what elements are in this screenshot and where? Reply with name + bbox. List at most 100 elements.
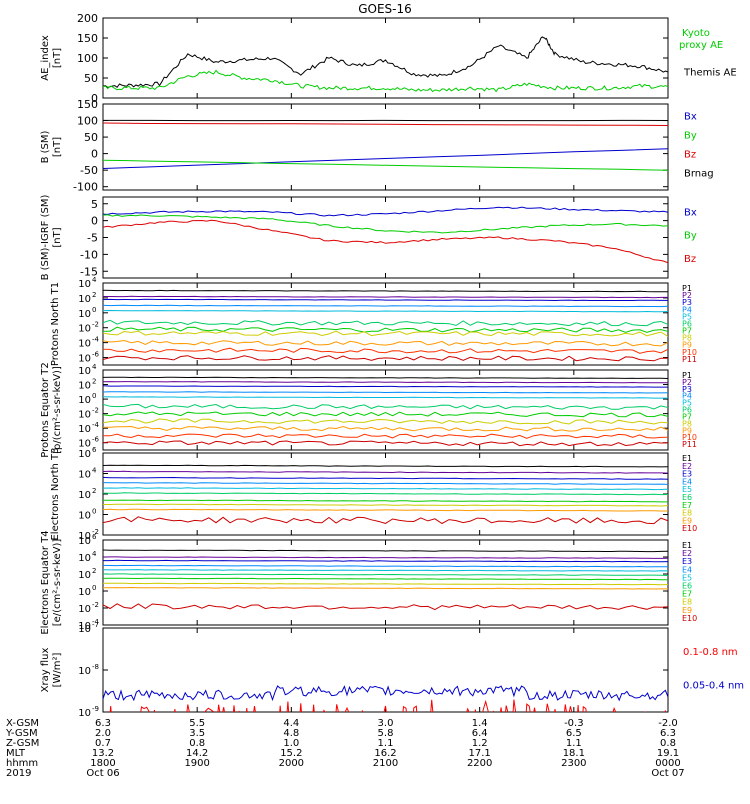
channel-line-e2 xyxy=(103,471,668,473)
y-tick-exponent: -4 xyxy=(92,421,100,429)
y-tick-label: 5 xyxy=(91,198,98,211)
channel-line-e8 xyxy=(103,504,668,506)
series-line-bz xyxy=(103,123,668,126)
panel-frame xyxy=(103,104,668,190)
y-tick-label: -50 xyxy=(80,164,98,177)
series-line-by xyxy=(103,215,668,233)
y-tick-exponent: 0 xyxy=(92,306,96,314)
y-axis-label: Electrons Equator T4 xyxy=(40,530,51,634)
y-tick-label: 10 xyxy=(78,381,91,392)
channel-line-e8 xyxy=(103,583,668,585)
y-tick-exponent: -7 xyxy=(92,621,99,629)
y-tick-exponent: -2 xyxy=(92,321,99,329)
y-axis-label: B (SM) xyxy=(40,130,51,163)
y-tick-label: 10 xyxy=(78,570,91,581)
y-tick-label: 50 xyxy=(84,131,98,144)
time-row-label: 2019 xyxy=(6,768,31,779)
y-tick-label: 200 xyxy=(77,12,98,25)
y-tick-exponent: -9 xyxy=(92,705,99,713)
y-axis-unit: [nT] xyxy=(52,227,63,247)
y-tick-label: 10 xyxy=(78,666,91,677)
y-tick-label: 10 xyxy=(78,395,91,406)
y-tick-label: 10 xyxy=(78,339,91,350)
y-tick-exponent: 0 xyxy=(92,508,96,516)
y-axis-label: B (SM)-IGRF (SM) xyxy=(40,195,51,281)
y-tick-label: 150 xyxy=(77,32,98,45)
y-tick-label: 10 xyxy=(78,366,91,377)
y-tick-exponent: 2 xyxy=(92,378,96,386)
channel-line-e10 xyxy=(103,604,668,610)
y-tick-label: 50 xyxy=(84,72,98,85)
channel-line-e3 xyxy=(103,560,668,562)
channel-line-e5 xyxy=(103,570,668,572)
series-line-bx xyxy=(103,207,668,216)
legend-entry: Bz xyxy=(684,254,696,265)
y-tick-label: 10 xyxy=(78,354,91,365)
time-row-value: 2100 xyxy=(373,758,398,769)
channel-line-e1 xyxy=(103,465,668,467)
channel-line-p3 xyxy=(103,299,668,300)
legend-entry: Kyoto xyxy=(682,28,710,39)
legend-entry: proxy AE xyxy=(679,40,723,51)
y-tick-label: 10 xyxy=(78,587,91,598)
y-tick-exponent: 2 xyxy=(92,487,96,495)
legend-entry: Bz xyxy=(684,150,696,161)
channel-line-p5 xyxy=(103,397,668,398)
y-tick-label: -100 xyxy=(73,181,98,194)
channel-line-e9 xyxy=(103,588,668,590)
y-tick-label: 0 xyxy=(91,215,98,228)
y-tick-label: 10 xyxy=(78,410,91,421)
channel-line-p8 xyxy=(103,331,668,336)
legend-entry: P11 xyxy=(682,355,697,364)
channel-line-p10 xyxy=(103,348,668,353)
y-tick-exponent: -4 xyxy=(92,336,100,344)
legend-entry: P11 xyxy=(682,440,697,449)
y-axis-label: AE_index xyxy=(40,35,51,81)
y-tick-label: 10 xyxy=(78,624,91,635)
y-tick-label: 0 xyxy=(91,148,98,161)
channel-line-e9 xyxy=(103,509,668,511)
y-tick-label: 10 xyxy=(78,279,91,290)
series-line-xray xyxy=(103,686,668,700)
panel-frame xyxy=(103,18,668,98)
channel-line-e4 xyxy=(103,565,668,567)
legend-entry: By xyxy=(684,130,697,141)
y-tick-exponent: -6 xyxy=(92,436,100,444)
y-tick-exponent: 4 xyxy=(92,363,97,371)
legend-entry: E10 xyxy=(682,614,697,623)
y-tick-label: 100 xyxy=(77,52,98,65)
legend-entry: 0.1-0.8 nm xyxy=(683,647,738,658)
panel-electrons_t4: Electrons Equator T4[e/(cm²-s-sr-keV)]10… xyxy=(40,530,697,634)
channel-line-e6 xyxy=(103,574,668,576)
channel-line-p3 xyxy=(103,386,668,387)
channel-line-p7 xyxy=(103,327,668,332)
channel-line-p4 xyxy=(103,305,668,306)
y-axis-label: Xray flux xyxy=(40,648,51,693)
y-axis-unit: [nT] xyxy=(52,48,63,68)
y-tick-exponent: 4 xyxy=(92,276,97,284)
y-tick-label: 10 xyxy=(78,553,91,564)
series-line-kyoto-proxy-ae xyxy=(103,70,668,91)
channel-line-p6 xyxy=(103,320,668,325)
time-row-value: 1900 xyxy=(184,758,209,769)
channel-line-p5 xyxy=(103,311,668,312)
panel-frame xyxy=(103,628,668,712)
channel-line-p2 xyxy=(103,296,668,297)
y-tick-label: 150 xyxy=(77,98,98,111)
panel-frame xyxy=(103,540,668,625)
y-tick-label: -5 xyxy=(87,232,98,245)
legend-entry: Bx xyxy=(684,111,697,122)
channel-line-e5 xyxy=(103,488,668,490)
channel-line-p9 xyxy=(103,341,668,346)
y-tick-exponent: -6 xyxy=(92,351,100,359)
y-tick-exponent: 6 xyxy=(92,533,97,541)
y-axis-unit: [p/(cm²-s-sr-keV)] xyxy=(52,366,63,454)
channel-line-p9 xyxy=(103,427,668,432)
